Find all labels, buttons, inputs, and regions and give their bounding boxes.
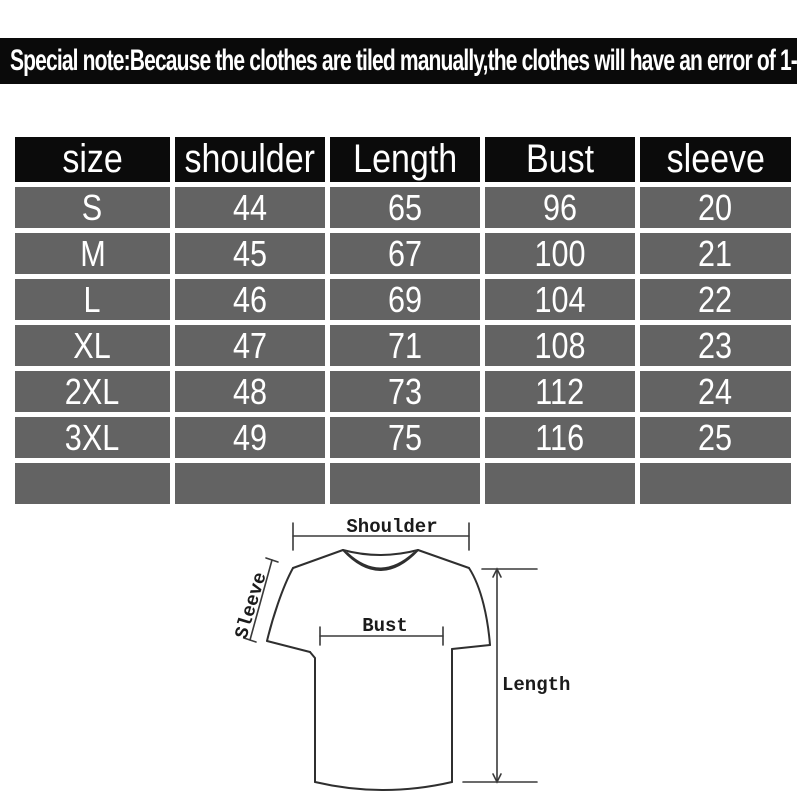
empty-cell xyxy=(485,463,635,504)
size-row-label-text: L xyxy=(83,279,102,320)
shoulder-label: Shoulder xyxy=(346,516,437,538)
table-cell: 67 xyxy=(330,233,480,274)
tshirt-outline xyxy=(266,549,491,791)
size-row-label: L xyxy=(15,279,170,320)
table-cell-text: 23 xyxy=(698,325,733,366)
size-row-label-text: XL xyxy=(73,325,112,366)
table-cell-text: 20 xyxy=(698,187,733,228)
table-cell-text: 65 xyxy=(387,187,423,228)
size-row-label: M xyxy=(15,233,170,274)
empty-cell xyxy=(640,463,791,504)
table-cell: 73 xyxy=(330,371,480,412)
table-cell: 20 xyxy=(640,187,791,228)
empty-cell xyxy=(175,463,325,504)
bust-label: Bust xyxy=(362,615,408,637)
header-cell-sleeve-text: sleeve xyxy=(666,137,765,181)
table-cell-text: 100 xyxy=(534,233,586,274)
table-cell-text: 108 xyxy=(534,325,586,366)
table-cell: 75 xyxy=(330,417,480,458)
header-cell-shoulder: shoulder xyxy=(175,137,325,182)
size-row-label: S xyxy=(15,187,170,228)
table-cell-text: 47 xyxy=(232,325,268,366)
table-cell: 44 xyxy=(175,187,325,228)
size-row-label-text: S xyxy=(82,187,103,228)
table-cell: 48 xyxy=(175,371,325,412)
table-cell-text: 21 xyxy=(698,233,733,274)
table-cell-text: 25 xyxy=(698,417,733,458)
table-cell: 108 xyxy=(485,325,635,366)
table-cell: 46 xyxy=(175,279,325,320)
table-cell-text: 116 xyxy=(535,417,585,458)
table-cell: 22 xyxy=(640,279,791,320)
table-cell-text: 48 xyxy=(232,371,268,412)
table-cell-text: 104 xyxy=(534,279,586,320)
size-row-label-text: 3XL xyxy=(65,417,120,458)
header-cell-bust: Bust xyxy=(485,137,635,182)
table-cell-text: 96 xyxy=(542,187,578,228)
table-cell: 47 xyxy=(175,325,325,366)
table-cell: 65 xyxy=(330,187,480,228)
header-cell-length: Length xyxy=(330,137,480,182)
sleeve-dimension-line xyxy=(243,557,279,643)
header-cell-size: size xyxy=(15,137,170,182)
bust-dimension-line xyxy=(319,626,444,646)
special-note-text: Special note:Because the clothes are til… xyxy=(10,44,797,77)
size-row-label-text: M xyxy=(79,233,106,274)
size-row-label: 3XL xyxy=(15,417,170,458)
table-cell-text: 112 xyxy=(535,371,585,412)
table-cell-text: 22 xyxy=(698,279,733,320)
header-cell-sleeve: sleeve xyxy=(640,137,791,182)
table-cell-text: 24 xyxy=(698,371,733,412)
table-cell: 25 xyxy=(640,417,791,458)
table-cell: 21 xyxy=(640,233,791,274)
table-cell-text: 67 xyxy=(387,233,423,274)
table-cell: 100 xyxy=(485,233,635,274)
table-cell-text: 46 xyxy=(232,279,268,320)
empty-cell xyxy=(330,463,480,504)
shoulder-dimension-line xyxy=(292,522,470,551)
table-cell: 24 xyxy=(640,371,791,412)
table-cell: 49 xyxy=(175,417,325,458)
sleeve-label: Sleeve xyxy=(231,570,272,642)
special-note-banner: Special note:Because the clothes are til… xyxy=(0,38,797,84)
table-cell: 116 xyxy=(485,417,635,458)
size-row-label-text: 2XL xyxy=(65,371,120,412)
table-cell-text: 71 xyxy=(387,325,423,366)
table-cell-text: 75 xyxy=(387,417,423,458)
table-cell: 104 xyxy=(485,279,635,320)
size-row-label: 2XL xyxy=(15,371,170,412)
size-row-label: XL xyxy=(15,325,170,366)
table-cell: 96 xyxy=(485,187,635,228)
tshirt-measurement-diagram: Shoulder Sleeve xyxy=(231,516,570,791)
table-cell: 112 xyxy=(485,371,635,412)
table-cell: 71 xyxy=(330,325,480,366)
empty-cell xyxy=(15,463,170,504)
header-cell-length-text: Length xyxy=(353,137,457,181)
length-dimension-line xyxy=(462,567,538,784)
table-cell-text: 73 xyxy=(387,371,423,412)
length-label: Length xyxy=(502,674,570,696)
table-cell-text: 69 xyxy=(387,279,423,320)
header-cell-shoulder-text: shoulder xyxy=(184,137,316,181)
table-cell: 23 xyxy=(640,325,791,366)
table-cell-text: 49 xyxy=(232,417,268,458)
table-cell-text: 44 xyxy=(232,187,268,228)
header-cell-bust-text: Bust xyxy=(525,137,595,181)
table-cell: 69 xyxy=(330,279,480,320)
header-cell-size-text: size xyxy=(62,137,123,181)
size-chart-table: size shoulder Length Bust sleeve S 44 65 96 20 M 45… xyxy=(15,137,791,504)
table-cell: 45 xyxy=(175,233,325,274)
table-cell-text: 45 xyxy=(232,233,268,274)
